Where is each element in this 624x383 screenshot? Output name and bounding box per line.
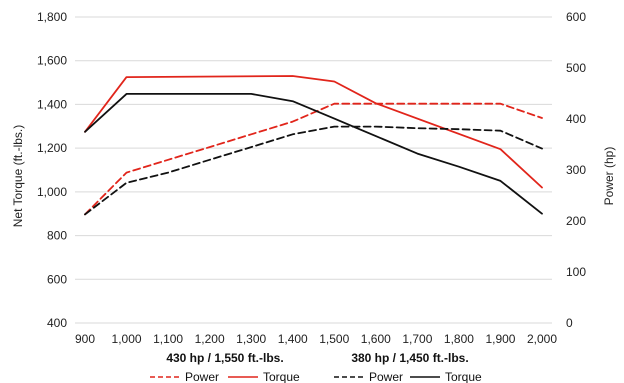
legend-label-380-torque: Torque bbox=[445, 370, 482, 383]
left-axis-tick-label: 800 bbox=[47, 229, 67, 243]
legend-label-430-power: Power bbox=[185, 370, 219, 383]
left-axis-tick-label: 1,400 bbox=[37, 97, 67, 111]
series-line-430-power bbox=[84, 102, 543, 216]
right-axis-title: Power (hp) bbox=[602, 147, 616, 206]
left-axis-tick-label: 1,000 bbox=[37, 185, 67, 199]
x-axis-tick-label: 1,200 bbox=[195, 332, 225, 346]
x-axis-tick-label: 1,700 bbox=[402, 332, 432, 346]
right-axis-tick-label: 500 bbox=[566, 61, 586, 75]
right-axis-tick-label: 200 bbox=[566, 214, 586, 228]
legend-label-430-torque: Torque bbox=[263, 370, 300, 383]
x-axis-tick-label: 1,400 bbox=[278, 332, 308, 346]
left-axis-tick-label: 1,600 bbox=[37, 54, 67, 68]
right-axis-tick-label: 300 bbox=[566, 163, 586, 177]
left-axis-ticks: 400 600 800 1,000 1,200 1,400 1,600 1,800 bbox=[37, 10, 67, 330]
left-axis-tick-label: 600 bbox=[47, 272, 67, 286]
legend-group-2-title: 380 hp / 1,450 ft.-lbs. bbox=[351, 351, 468, 365]
x-axis-tick-label: 1,100 bbox=[153, 332, 183, 346]
right-axis-tick-label: 100 bbox=[566, 265, 586, 279]
left-axis-title: Net Torque (ft.-lbs.) bbox=[11, 125, 25, 227]
x-axis-tick-label: 1,600 bbox=[361, 332, 391, 346]
legend: 430 hp / 1,550 ft.-lbs. 380 hp / 1,450 f… bbox=[150, 351, 482, 383]
series-line-430-torque bbox=[84, 75, 543, 189]
right-axis-ticks: 0 100 200 300 400 500 600 bbox=[566, 10, 586, 330]
x-axis-tick-label: 1,300 bbox=[236, 332, 266, 346]
right-axis-tick-label: 0 bbox=[566, 316, 573, 330]
x-axis-ticks: 900 1,000 1,100 1,200 1,300 1,400 1,500 1,600 1,… bbox=[75, 332, 557, 346]
legend-label-380-power: Power bbox=[369, 370, 403, 383]
x-axis-tick-label: 900 bbox=[75, 332, 95, 346]
series-lines bbox=[84, 75, 543, 216]
series-line-380-power bbox=[84, 125, 543, 216]
left-axis-tick-label: 400 bbox=[47, 316, 67, 330]
right-axis-tick-label: 600 bbox=[566, 10, 586, 24]
x-axis-tick-label: 2,000 bbox=[527, 332, 557, 346]
left-axis-tick-label: 1,800 bbox=[37, 10, 67, 24]
x-axis-tick-label: 1,800 bbox=[444, 332, 474, 346]
right-axis-tick-label: 400 bbox=[566, 112, 586, 126]
gridlines bbox=[75, 16, 552, 324]
x-axis-tick-label: 1,000 bbox=[112, 332, 142, 346]
x-axis-tick-label: 1,900 bbox=[485, 332, 515, 346]
legend-group-1-title: 430 hp / 1,550 ft.-lbs. bbox=[166, 351, 283, 365]
left-axis-tick-label: 1,200 bbox=[37, 141, 67, 155]
x-axis-tick-label: 1,500 bbox=[319, 332, 349, 346]
